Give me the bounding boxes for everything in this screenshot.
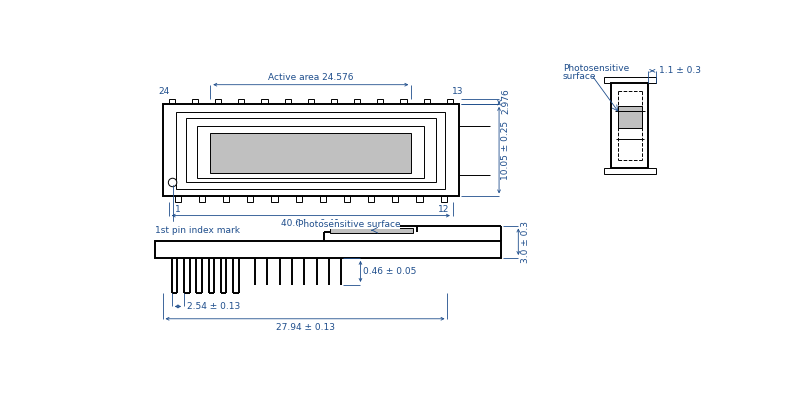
- Bar: [330, 228, 412, 233]
- Text: surface: surface: [562, 72, 596, 80]
- Text: 2.976: 2.976: [501, 88, 510, 114]
- Bar: [423, 98, 429, 104]
- Bar: [169, 98, 175, 104]
- Bar: [344, 196, 349, 202]
- Bar: [400, 98, 406, 104]
- Text: 10.05 ± 0.25: 10.05 ± 0.25: [501, 121, 510, 180]
- Bar: [162, 104, 459, 196]
- Circle shape: [168, 178, 177, 187]
- Bar: [392, 196, 398, 202]
- Text: 3.0 ± 0.3: 3.0 ± 0.3: [520, 221, 529, 263]
- Bar: [155, 241, 501, 258]
- Bar: [185, 118, 435, 183]
- Text: 27.94 ± 0.13: 27.94 ± 0.13: [275, 323, 334, 332]
- Text: 2.54 ± 0.13: 2.54 ± 0.13: [187, 302, 240, 311]
- Bar: [284, 98, 291, 104]
- Text: 40.64 ± 0.41: 40.64 ± 0.41: [281, 219, 340, 229]
- Bar: [368, 196, 373, 202]
- Text: 0.46 ± 0.05: 0.46 ± 0.05: [362, 267, 416, 276]
- Bar: [353, 98, 360, 104]
- Bar: [271, 196, 277, 202]
- Bar: [308, 98, 313, 104]
- Bar: [611, 83, 648, 168]
- Text: 1st pin index mark: 1st pin index mark: [155, 185, 239, 235]
- Text: 24: 24: [158, 87, 169, 96]
- Bar: [214, 98, 221, 104]
- Bar: [210, 133, 411, 173]
- Bar: [199, 196, 205, 202]
- Bar: [261, 98, 267, 104]
- Bar: [440, 196, 446, 202]
- Bar: [377, 98, 383, 104]
- Bar: [192, 98, 198, 104]
- Bar: [416, 196, 422, 202]
- Text: 12: 12: [438, 205, 449, 214]
- Bar: [197, 126, 424, 178]
- Text: Photosensitive: Photosensitive: [562, 64, 629, 73]
- Bar: [296, 196, 301, 202]
- Bar: [618, 106, 641, 128]
- Bar: [331, 98, 336, 104]
- Text: 1: 1: [175, 205, 181, 214]
- Bar: [603, 168, 655, 174]
- Bar: [603, 77, 655, 83]
- Text: 13: 13: [451, 87, 463, 96]
- Bar: [175, 196, 181, 202]
- Text: Active area 24.576: Active area 24.576: [267, 73, 353, 82]
- Bar: [320, 196, 325, 202]
- Bar: [176, 112, 445, 188]
- Text: 1.1 ± 0.3: 1.1 ± 0.3: [658, 66, 700, 75]
- Bar: [223, 196, 229, 202]
- Bar: [247, 196, 253, 202]
- Bar: [238, 98, 244, 104]
- Bar: [446, 98, 452, 104]
- Text: Photosensitive surface: Photosensitive surface: [297, 220, 400, 229]
